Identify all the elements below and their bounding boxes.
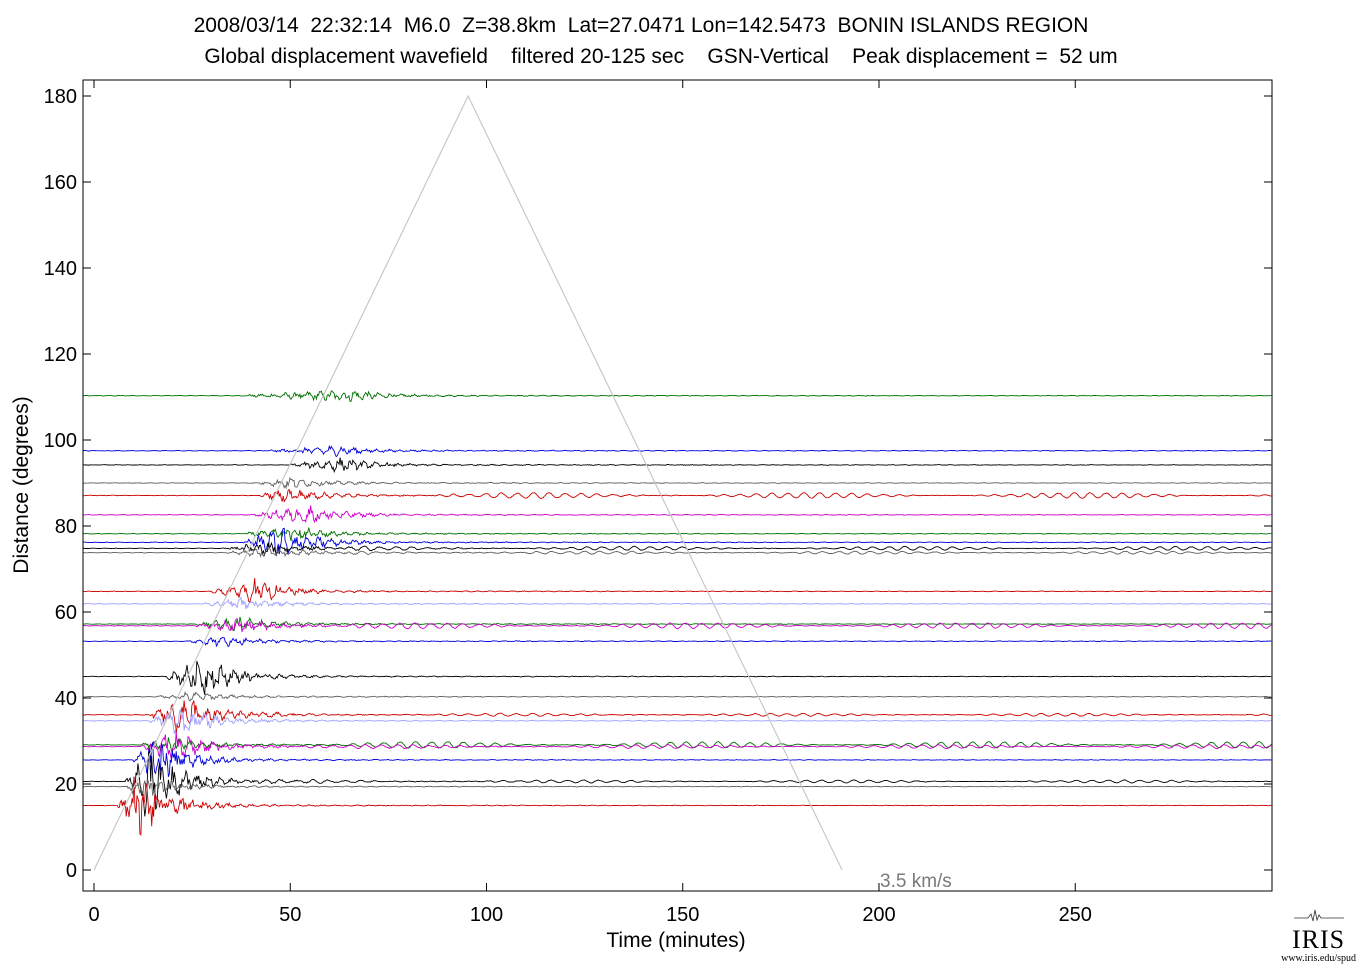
trace-10 — [82, 578, 1272, 604]
trace-16 — [82, 691, 1272, 702]
y-tick-label-8: 160 — [44, 172, 77, 194]
plot-frame — [82, 79, 1273, 892]
reference-line — [93, 94, 843, 871]
x-tick-label-3: 150 — [666, 904, 699, 926]
y-axis-label: Distance (degrees) — [10, 396, 33, 573]
x-axis-label: Time (minutes) — [606, 929, 745, 952]
logo-url: www.iris.edu/spud — [1281, 953, 1356, 964]
y-tick-label-3: 60 — [55, 602, 77, 624]
trace-22 — [83, 749, 1272, 817]
seismogram-logo-icon — [1293, 909, 1344, 922]
trace-3 — [83, 477, 1272, 490]
x-tick-label-4: 200 — [862, 904, 895, 926]
trace-8 — [82, 541, 1272, 557]
trace-17 — [83, 700, 1272, 734]
trace-24 — [83, 777, 1272, 836]
trace-0 — [82, 390, 1272, 402]
trace-5 — [82, 505, 1272, 524]
y-tick-label-6: 120 — [44, 344, 77, 366]
x-tick-label-5: 250 — [1059, 904, 1092, 926]
axes-layer: 0 50 100 150 200 250 0 20 40 60 80 100 120 140 160 180 T… — [10, 79, 1273, 952]
x-tick-label-1: 50 — [279, 904, 301, 926]
y-tick-label-5: 100 — [44, 430, 77, 452]
trace-1 — [82, 444, 1272, 458]
trace-4 — [82, 488, 1272, 503]
trace-20 — [82, 731, 1272, 760]
trace-12 — [83, 616, 1272, 632]
trace-23 — [82, 779, 1272, 796]
y-tick-label-9: 180 — [44, 86, 77, 108]
trace-7 — [82, 527, 1272, 556]
trace-21 — [82, 742, 1272, 777]
trace-2 — [82, 457, 1272, 474]
chart-title-line-1: 2008/03/14 22:32:14 M6.0 Z=38.8km Lat=27… — [193, 14, 1089, 37]
x-tick-label-2: 100 — [470, 904, 503, 926]
y-tick-label-0: 0 — [66, 860, 77, 882]
trace-layer — [82, 390, 1272, 836]
chart-title-line-2: Global displacement wavefield filtered 2… — [204, 45, 1118, 68]
reference-line-label: 3.5 km/s — [880, 871, 952, 892]
y-tick-label-1: 20 — [55, 774, 77, 796]
iris-logo: IRIS www.iris.edu/spud — [1281, 908, 1356, 964]
trace-9 — [83, 547, 1272, 558]
trace-6 — [82, 527, 1272, 541]
trace-13 — [82, 617, 1272, 633]
reference-line-layer: 3.5 km/s — [93, 94, 952, 892]
logo-name: IRIS — [1291, 925, 1346, 954]
y-tick-label-7: 140 — [44, 258, 77, 280]
trace-15 — [82, 660, 1272, 695]
y-tick-label-4: 80 — [55, 516, 77, 538]
trace-19 — [82, 737, 1272, 754]
trace-14 — [82, 637, 1272, 648]
trace-18 — [82, 709, 1272, 735]
x-tick-label-0: 0 — [88, 904, 99, 926]
trace-11 — [83, 596, 1272, 610]
y-tick-label-2: 40 — [55, 688, 77, 710]
